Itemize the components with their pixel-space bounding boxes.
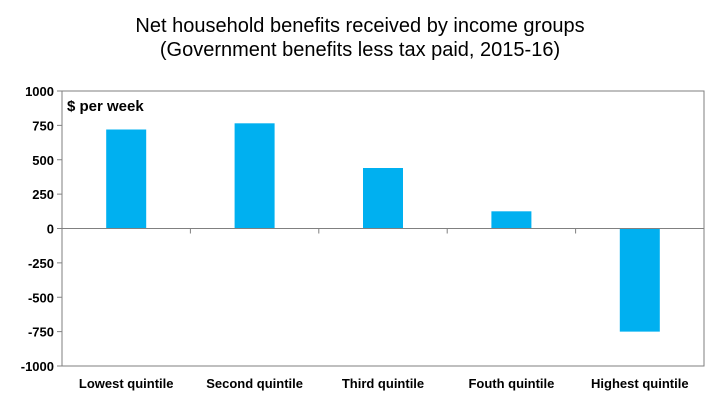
y-tick-label: 750	[32, 118, 54, 133]
x-category-label: Third quintile	[342, 376, 424, 391]
bar	[106, 129, 147, 229]
y-tick-label: 0	[47, 222, 54, 237]
y-tick-label: 250	[32, 187, 54, 202]
bar	[491, 211, 532, 229]
chart-title: Net household benefits received by incom…	[0, 14, 720, 62]
x-category-label: Highest quintile	[591, 376, 689, 391]
bar	[619, 228, 660, 332]
y-tick-label: -250	[28, 256, 54, 271]
bars	[106, 123, 660, 332]
chart-title-line-1: Net household benefits received by incom…	[135, 15, 585, 37]
bar	[363, 168, 403, 229]
y-tick-label: 1000	[25, 84, 54, 99]
x-category-label: Second quintile	[206, 376, 303, 391]
y-tick-label: -1000	[21, 359, 54, 374]
x-category-label: Fouth quintile	[468, 376, 554, 391]
chart-title-line-2: (Government benefits less tax paid, 2015…	[159, 39, 561, 61]
y-axis: 1000 750 500 250 0 -250 -500 -750 -1000	[21, 84, 62, 374]
y-tick-label: -500	[28, 290, 54, 305]
y-tick-label: 500	[32, 153, 54, 168]
x-category-label: Lowest quintile	[79, 376, 174, 391]
y-tick-label: -750	[28, 325, 54, 340]
unit-label: $ per week	[67, 98, 144, 115]
x-axis: Lowest quintile Second quintile Third quin…	[79, 228, 689, 391]
bar	[234, 123, 275, 229]
